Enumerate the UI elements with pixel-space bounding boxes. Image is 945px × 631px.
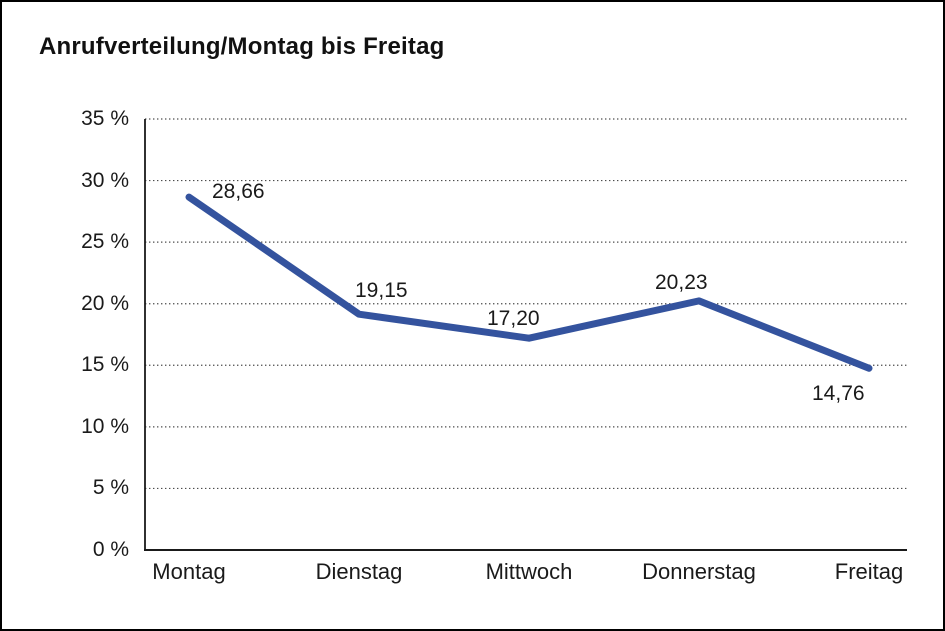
y-tick-label: 5 % <box>92 476 129 500</box>
data-value-label: 20,23 <box>655 270 708 294</box>
x-category-label: Mittwoch <box>485 559 573 584</box>
y-tick-label: 20 % <box>81 291 129 315</box>
x-category-label: Freitag <box>834 559 904 584</box>
data-value-label: 19,15 <box>355 279 408 303</box>
chart-title: Anrufverteilung/Montag bis Freitag <box>39 33 445 60</box>
y-tick-label: 15 % <box>81 353 129 377</box>
y-tick-label: 30 % <box>81 168 129 192</box>
y-tick-label: 35 % <box>81 107 129 130</box>
data-value-label: 28,66 <box>212 180 265 204</box>
y-tick-label: 25 % <box>81 230 129 254</box>
y-tick-label: 10 % <box>81 414 129 438</box>
data-value-label: 17,20 <box>487 307 540 331</box>
x-category-label: Dienstag <box>315 559 403 584</box>
data-series-line <box>185 193 873 372</box>
x-category-label: Montag <box>152 559 226 584</box>
x-category-label: Donnerstag <box>642 559 756 584</box>
y-tick-label: 0 % <box>92 538 129 561</box>
data-value-label: 14,76 <box>812 382 865 406</box>
